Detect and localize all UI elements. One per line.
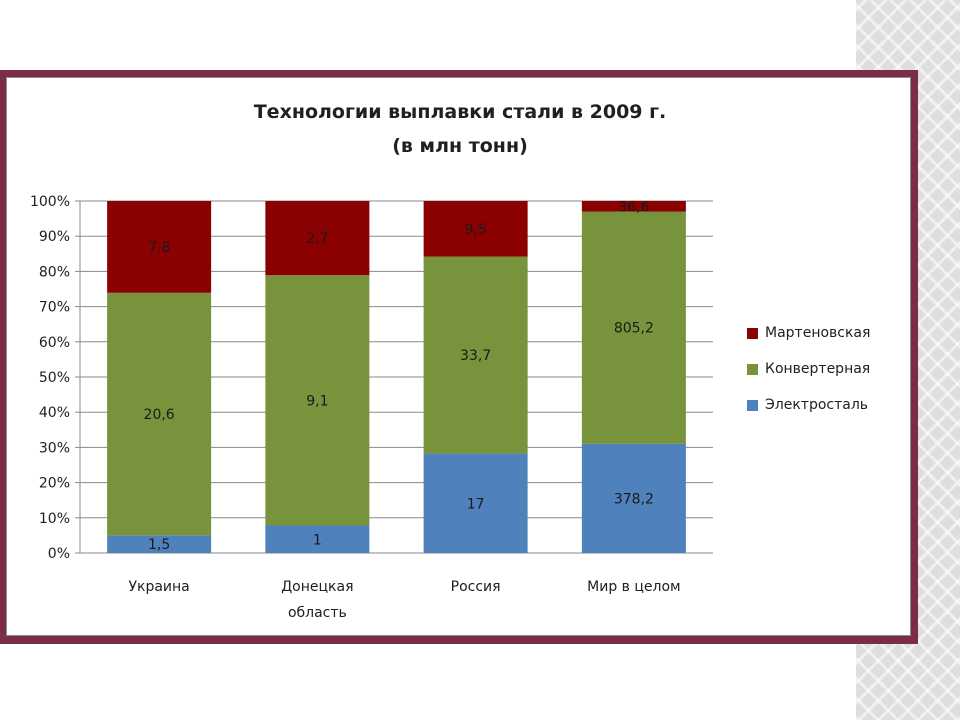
data-label: 9,1: [306, 393, 328, 409]
bar-segment: [423, 256, 528, 454]
legend-item: Мартеновская: [747, 320, 907, 346]
x-category-label: Украина: [128, 579, 189, 595]
bar-segment: [265, 201, 370, 276]
legend-swatch: [747, 363, 758, 375]
chart-subtitle: (в млн тонн): [392, 135, 528, 157]
y-tick-label: 40%: [39, 405, 70, 421]
y-axis-ticks: 0% 10% 20% 30% 40% 50% 60% 70% 80% 90% 100%: [30, 194, 70, 562]
legend: Мартеновская Конвертерная Электросталь: [747, 320, 907, 428]
y-tick-label: 80%: [39, 264, 70, 280]
bar-segment: [107, 201, 212, 293]
y-tick-label: 10%: [39, 511, 70, 527]
data-label: 2,7: [306, 231, 328, 247]
y-tick-label: 90%: [39, 229, 70, 245]
x-category-label: область: [288, 605, 347, 621]
data-label: 17: [467, 496, 485, 512]
y-tick-label: 20%: [39, 476, 70, 492]
bar-segment: [423, 201, 528, 257]
bar-segment: [581, 211, 686, 444]
data-label: 9,5: [464, 222, 486, 238]
data-label: 33,7: [460, 348, 491, 364]
y-tick-label: 30%: [39, 440, 70, 456]
bar-segment: [107, 292, 212, 536]
y-tick-label: 60%: [39, 335, 70, 351]
data-label: 1: [313, 532, 322, 548]
bar-segment: [265, 525, 370, 553]
data-label: 20,6: [144, 407, 175, 423]
bars: [107, 201, 686, 553]
legend-swatch: [747, 327, 758, 339]
y-tick-label: 100%: [30, 194, 70, 210]
x-axis-categories: Украина Донецкая область Россия Мир в целом: [128, 579, 680, 621]
bar-segment: [265, 275, 370, 526]
y-tick-label: 50%: [39, 370, 70, 386]
chart-title-block: Технологии выплавки стали в 2009 г. (в м…: [150, 95, 770, 163]
legend-label: Мартеновская: [765, 325, 871, 341]
y-tick-label: 0%: [48, 546, 70, 562]
data-label: 805,2: [614, 321, 654, 337]
legend-label: Конвертерная: [765, 361, 871, 377]
legend-swatch: [747, 399, 758, 411]
data-label: 1,5: [148, 537, 170, 553]
bar-segment: [423, 453, 528, 553]
chart-title: Технологии выплавки стали в 2009 г.: [253, 101, 667, 123]
bar-segment: [581, 201, 686, 212]
bar-segment: [107, 535, 212, 553]
bar-segment: [581, 443, 686, 553]
x-category-label: Донецкая: [281, 579, 353, 595]
legend-label: Электросталь: [765, 397, 869, 413]
x-category-label: Мир в целом: [587, 579, 680, 595]
data-label: 36,6: [618, 199, 649, 215]
data-label: 378,2: [614, 491, 654, 507]
legend-item: Конвертерная: [747, 356, 907, 382]
data-label: 7,8: [148, 240, 170, 256]
y-tick-label: 70%: [39, 300, 70, 316]
legend-item: Электросталь: [747, 392, 907, 418]
data-labels: 1,5 20,6 7,8 1 9,1 2,7 17 33,7 9,5 378,2 805,2 36,6: [144, 199, 654, 553]
x-category-label: Россия: [451, 579, 501, 595]
